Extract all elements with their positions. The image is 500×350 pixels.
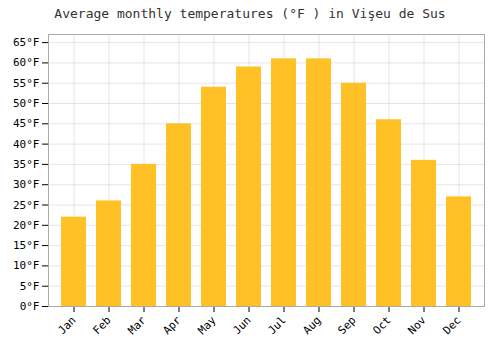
svg-text:Apr: Apr [160,313,184,337]
svg-text:Jan: Jan [55,314,78,337]
svg-text:45°F: 45°F [13,117,40,130]
svg-text:50°F: 50°F [13,97,40,110]
svg-text:Mar: Mar [125,313,149,337]
svg-text:30°F: 30°F [13,178,40,191]
svg-text:Aug: Aug [300,314,323,337]
svg-text:Nov: Nov [405,313,429,337]
svg-text:55°F: 55°F [13,77,40,90]
svg-text:Jul: Jul [265,314,288,337]
svg-text:15°F: 15°F [13,239,40,252]
svg-text:May: May [195,313,219,337]
svg-text:Oct: Oct [370,314,393,337]
svg-text:65°F: 65°F [13,36,40,49]
svg-text:25°F: 25°F [13,199,40,212]
svg-text:Jun: Jun [230,314,253,337]
svg-text:10°F: 10°F [13,259,40,272]
svg-text:Dec: Dec [440,314,463,337]
html-text:Average monthly temperatures (: Average monthly temperatures (°F ) in Vi… [54,6,446,21]
svg-text:Feb: Feb [90,314,113,337]
svg-text:60°F: 60°F [13,56,40,69]
svg-text:20°F: 20°F [13,219,40,232]
svg-text:40°F: 40°F [13,138,40,151]
svg-text:Sep: Sep [335,314,358,337]
svg-text:5°F: 5°F [20,280,40,293]
svg-text:35°F: 35°F [13,158,40,171]
svg-text:0°F: 0°F [20,300,40,313]
